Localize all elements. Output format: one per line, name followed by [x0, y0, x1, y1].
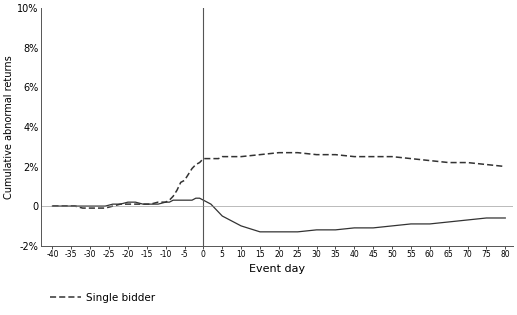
- Single bidder: [132, 202, 139, 206]
- Single bidder: [80, 206, 86, 210]
- Single bidder: [117, 202, 124, 206]
- Single bidder: [72, 204, 78, 208]
- Legend: Single bidder: Single bidder: [46, 289, 160, 307]
- Single bidder: [147, 202, 154, 206]
- Single bidder: [193, 163, 199, 166]
- Single bidder: [211, 157, 218, 161]
- Single bidder: [189, 167, 195, 170]
- Single bidder: [102, 206, 109, 210]
- Single bidder: [95, 206, 101, 210]
- Single bidder: [446, 161, 452, 164]
- Single bidder: [389, 155, 395, 158]
- Single bidder: [87, 206, 93, 210]
- Single bidder: [57, 204, 63, 208]
- Single bidder: [276, 151, 282, 155]
- Single bidder: [162, 200, 169, 204]
- Single bidder: [125, 202, 131, 206]
- X-axis label: Event day: Event day: [249, 264, 305, 274]
- Single bidder: [502, 165, 508, 169]
- Single bidder: [204, 157, 210, 161]
- Single bidder: [332, 153, 339, 157]
- Single bidder: [140, 202, 146, 206]
- Single bidder: [295, 151, 301, 155]
- Single bidder: [238, 155, 244, 158]
- Single bidder: [313, 153, 320, 157]
- Single bidder: [178, 180, 184, 184]
- Single bidder: [208, 157, 214, 161]
- Single bidder: [427, 159, 433, 163]
- Single bidder: [65, 204, 71, 208]
- Single bidder: [196, 161, 203, 164]
- Single bidder: [408, 157, 414, 161]
- Single bidder: [155, 200, 161, 204]
- Single bidder: [200, 157, 206, 161]
- Single bidder: [174, 188, 180, 192]
- Y-axis label: Cumulative abnormal returns: Cumulative abnormal returns: [4, 55, 14, 199]
- Single bidder: [166, 198, 173, 202]
- Single bidder: [370, 155, 376, 158]
- Single bidder: [170, 194, 176, 198]
- Single bidder: [257, 153, 263, 157]
- Single bidder: [483, 163, 490, 166]
- Single bidder: [464, 161, 470, 164]
- Single bidder: [49, 204, 55, 208]
- Single bidder: [181, 179, 188, 182]
- Single bidder: [185, 173, 191, 176]
- Single bidder: [219, 155, 225, 158]
- Single bidder: [216, 157, 222, 161]
- Single bidder: [110, 204, 116, 208]
- Line: Single bidder: Single bidder: [52, 153, 505, 208]
- Single bidder: [351, 155, 357, 158]
